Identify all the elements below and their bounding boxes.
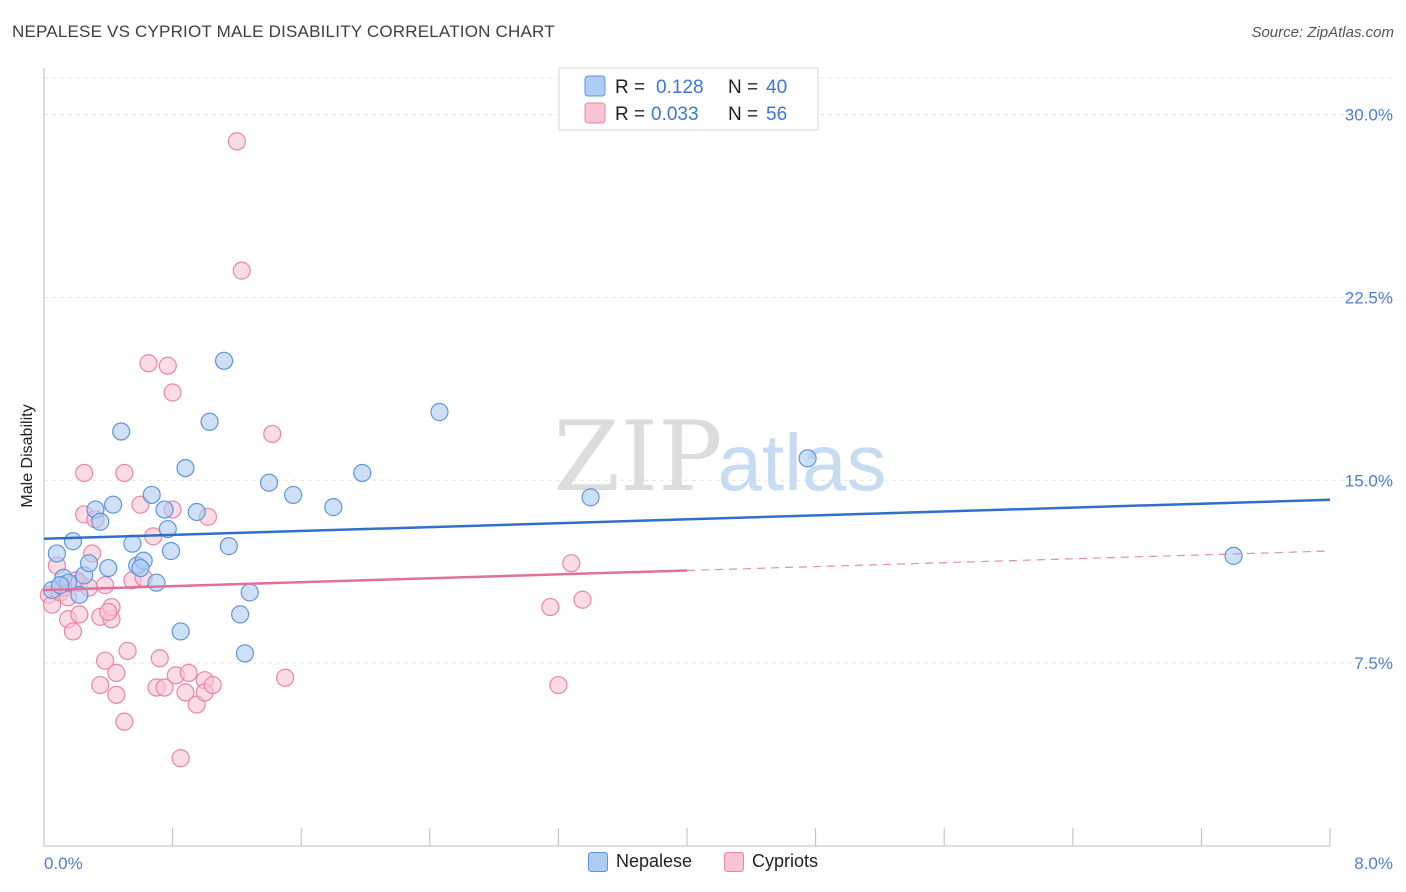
- series-legend: Nepalese Cypriots: [0, 851, 1406, 872]
- cypriot-point: [155, 678, 174, 697]
- nepalese-point: [155, 500, 174, 519]
- correlation-legend: R = 0.128 N = 40 R = 0.033 N = 56: [558, 67, 819, 131]
- nepalese-point: [158, 519, 177, 539]
- source-credit: Source: ZipAtlas.com: [1251, 24, 1394, 41]
- nepalese-point: [581, 488, 600, 507]
- nepalese-point: [324, 498, 343, 517]
- cypriot-point: [63, 622, 83, 641]
- legend-swatch-nepalese: [587, 851, 608, 872]
- nepalese-point: [259, 473, 279, 492]
- cypriot-point: [150, 649, 169, 668]
- nepalese-point: [1224, 546, 1243, 565]
- nepalese-point: [79, 554, 99, 573]
- cypriot-point: [118, 641, 137, 661]
- cypriot-trend-line: [43, 569, 688, 592]
- y-tick-label: 15.0%: [1345, 471, 1393, 490]
- cypriot-point: [158, 356, 177, 375]
- legend-r-label: R =: [615, 104, 645, 125]
- nepalese-point: [50, 576, 70, 595]
- legend-r-value: 0.128: [656, 77, 704, 98]
- nepalese-point: [240, 583, 259, 602]
- nepalese-point: [91, 512, 110, 531]
- y-tick-label: 30.0%: [1345, 106, 1393, 125]
- watermark-zip: ZIP: [553, 401, 722, 513]
- cypriot-point: [276, 668, 295, 687]
- nepalese-point: [176, 458, 195, 478]
- chart-title: NEPALESE VS CYPRIOT MALE DISABILITY CORR…: [12, 22, 555, 41]
- cypriot-point: [227, 132, 246, 151]
- watermark: ZIP atlas: [553, 401, 886, 513]
- nepalese-point: [131, 558, 150, 578]
- trend-lines: [43, 498, 1331, 592]
- x-tick-label: 0.0%: [44, 854, 83, 873]
- cypriot-point: [176, 683, 195, 702]
- nepalese-point: [123, 534, 142, 553]
- data-points: [39, 132, 1243, 768]
- legend-r-value: 0.033: [651, 104, 699, 125]
- cypriot-point: [115, 712, 134, 731]
- cypriot-point: [203, 675, 222, 695]
- nepalese-point: [219, 537, 238, 556]
- cypriot-point: [562, 554, 581, 573]
- nepalese-point: [187, 502, 206, 522]
- tick-labels: 7.5% 15.0% 22.5% 30.0% 0.0% 8.0%: [44, 106, 1393, 873]
- nepalese-point: [161, 541, 181, 561]
- nepalese-point: [200, 412, 219, 431]
- nepalese-point: [171, 622, 190, 641]
- nepalese-point: [430, 402, 449, 422]
- cypriot-point: [549, 675, 568, 695]
- nepalese-point: [235, 644, 255, 663]
- cypriot-point: [107, 663, 126, 682]
- nepalese-point: [63, 532, 83, 551]
- legend-r-label: R =: [615, 77, 645, 98]
- cypriot-point: [263, 424, 282, 444]
- legend-item-nepalese: Nepalese: [587, 851, 693, 872]
- y-tick-label: 22.5%: [1345, 288, 1393, 307]
- cypriot-point: [91, 675, 110, 695]
- cypriot-point: [163, 383, 182, 402]
- nepalese-point: [214, 351, 234, 370]
- axes: [43, 68, 1331, 847]
- cypriot-point: [95, 651, 115, 670]
- cypriot-point: [95, 576, 115, 595]
- grid-lines: [44, 77, 1392, 664]
- nepalese-point: [70, 585, 89, 604]
- nepalese-point: [353, 463, 372, 483]
- nepalese-point: [798, 449, 817, 468]
- legend-swatch-nepalese: [584, 75, 606, 97]
- nepalese-point: [112, 422, 131, 441]
- legend-n-label: N =: [728, 104, 758, 125]
- legend-label-cypriots: Cypriots: [752, 851, 819, 871]
- legend-swatch-cypriots: [584, 102, 606, 124]
- cypriot-point: [139, 354, 158, 373]
- cypriot-point: [541, 597, 560, 617]
- cypriot-point: [99, 602, 118, 622]
- legend-label-nepalese: Nepalese: [615, 851, 693, 871]
- nepalese-point: [47, 544, 66, 563]
- cypriot-point: [179, 663, 198, 682]
- cypriot-trend-extension: [686, 550, 1331, 572]
- nepalese-point: [231, 605, 250, 624]
- legend-n-value: 40: [766, 77, 787, 98]
- nepalese-point: [147, 573, 166, 592]
- cypriot-point: [232, 261, 251, 280]
- legend-n-label: N =: [728, 77, 758, 98]
- nepalese-point: [284, 485, 303, 505]
- cypriot-point: [107, 685, 126, 704]
- legend-n-value: 56: [766, 104, 787, 125]
- cypriot-point: [75, 463, 94, 483]
- cypriot-point: [70, 605, 89, 624]
- nepalese-point: [99, 558, 118, 578]
- legend-swatch-cypriots: [724, 851, 745, 872]
- nepalese-trend-line: [43, 498, 1331, 541]
- cypriot-point: [171, 749, 190, 768]
- cypriot-point: [115, 463, 134, 483]
- cypriot-point: [573, 590, 592, 609]
- nepalese-point: [104, 495, 123, 514]
- x-tick-label: 8.0%: [1354, 854, 1393, 873]
- nepalese-point: [142, 485, 161, 505]
- y-tick-label: 7.5%: [1354, 654, 1393, 673]
- legend-item-cypriots: Cypriots: [724, 851, 818, 872]
